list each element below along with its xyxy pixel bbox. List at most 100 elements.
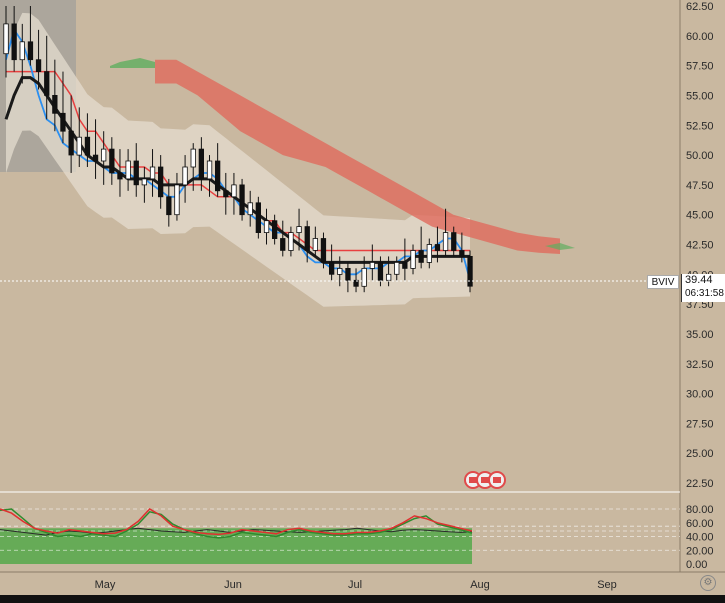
y-tick-label: 45.00	[686, 210, 714, 222]
x-tick-label: Aug	[470, 579, 490, 591]
y-tick-label: 62.50	[686, 1, 714, 13]
candle-body	[19, 41, 25, 61]
settings-icon[interactable]: ⚙	[700, 575, 716, 591]
candle-body	[467, 255, 473, 287]
candle-body	[68, 130, 74, 156]
candle-body	[304, 226, 310, 251]
ichimoku-cloud-red	[155, 59, 560, 255]
y-tick-label: 27.50	[686, 418, 714, 430]
x-tick-label: May	[95, 579, 116, 591]
candle-body	[166, 196, 172, 216]
candle-body	[125, 160, 131, 180]
candle-body	[190, 148, 196, 168]
oscillator-red-line	[0, 508, 473, 536]
y-tick-label: 50.00	[686, 150, 714, 162]
candle-body	[247, 202, 253, 216]
candle-body	[377, 261, 384, 281]
candle-body	[328, 261, 335, 275]
candle-body	[133, 160, 139, 186]
candle-body	[157, 166, 164, 198]
candle-body	[426, 244, 433, 263]
candle-body	[434, 244, 441, 251]
oscillator-tick-label: 80.00	[686, 504, 714, 516]
oscillator-green-line	[0, 508, 473, 539]
candle-body	[149, 166, 156, 180]
candle-body	[223, 190, 229, 198]
oscillator-tick-label: 0.00	[686, 559, 707, 571]
event-flag-icon[interactable]	[488, 471, 506, 489]
bollinger-band	[6, 12, 470, 307]
candle-body	[369, 261, 376, 269]
oscillator-tick-label: 20.00	[686, 545, 714, 557]
y-tick-label: 60.00	[686, 31, 714, 43]
candle-body	[76, 136, 82, 156]
candle-body	[312, 238, 319, 251]
candle-body	[263, 220, 270, 233]
ichimoku-cloud-green	[110, 58, 155, 68]
last-price-label: 39.44 06:31:58	[681, 274, 725, 302]
candle-body	[117, 172, 123, 180]
candle-body	[451, 232, 457, 251]
y-tick-label: 35.00	[686, 329, 714, 341]
candle-body	[141, 178, 148, 186]
symbol-label: BVIV	[647, 275, 679, 289]
x-tick-label: Jul	[348, 579, 362, 591]
ichimoku-cloud-green	[545, 243, 575, 250]
candle-body	[198, 148, 205, 180]
y-tick-label: 32.50	[686, 359, 714, 371]
candle-body	[101, 148, 107, 162]
candle-body	[337, 267, 343, 275]
x-tick-label: Sep	[597, 579, 617, 591]
candle-body	[345, 267, 351, 281]
y-tick-label: 22.50	[686, 478, 714, 490]
y-tick-label: 47.50	[686, 180, 714, 192]
y-tick-label: 37.50	[686, 299, 714, 311]
candle-body	[182, 166, 188, 186]
candle-body	[52, 95, 58, 114]
candle-body	[174, 184, 180, 216]
black-moving-average	[4, 76, 470, 264]
y-tick-label: 25.00	[686, 448, 714, 460]
y-tick-label: 52.50	[686, 120, 714, 132]
oscillator-tick-label: 40.00	[686, 532, 714, 544]
y-tick-label: 55.00	[686, 90, 714, 102]
y-tick-label: 57.50	[686, 61, 714, 73]
candle-body	[394, 261, 400, 275]
candle-body	[3, 23, 9, 55]
candle-body	[280, 238, 286, 251]
last-price-value: 39.44	[685, 274, 713, 286]
candle-body	[459, 250, 465, 257]
candle-body	[84, 136, 91, 156]
y-tick-label: 30.00	[686, 389, 714, 401]
candle-body	[271, 220, 278, 239]
candle-body	[418, 250, 424, 263]
candle-body	[442, 232, 449, 251]
candle-body	[385, 273, 392, 281]
candle-body	[239, 184, 245, 216]
candle-body	[109, 148, 115, 174]
oscillator-tick-label: 60.00	[686, 518, 714, 530]
candle-body	[11, 23, 17, 61]
candle-body	[353, 279, 359, 287]
countdown-value: 06:31:58	[685, 288, 724, 299]
candle-body	[60, 112, 66, 132]
candle-body	[35, 59, 42, 73]
candle-body	[231, 184, 237, 198]
candle-body	[92, 154, 99, 162]
candle-body	[296, 226, 302, 234]
candle-body	[27, 41, 34, 61]
candle-body	[288, 232, 294, 251]
bottom-bar	[0, 595, 725, 603]
candle-body	[410, 250, 416, 269]
candle-body	[320, 238, 327, 263]
candle-body	[255, 202, 262, 234]
candle-body	[214, 160, 221, 192]
oscillator-fill	[0, 528, 472, 564]
candle-body	[44, 71, 50, 96]
candle-body	[402, 261, 408, 269]
y-tick-label: 42.50	[686, 240, 714, 252]
candle-body	[361, 267, 367, 287]
x-tick-label: Jun	[224, 579, 242, 591]
